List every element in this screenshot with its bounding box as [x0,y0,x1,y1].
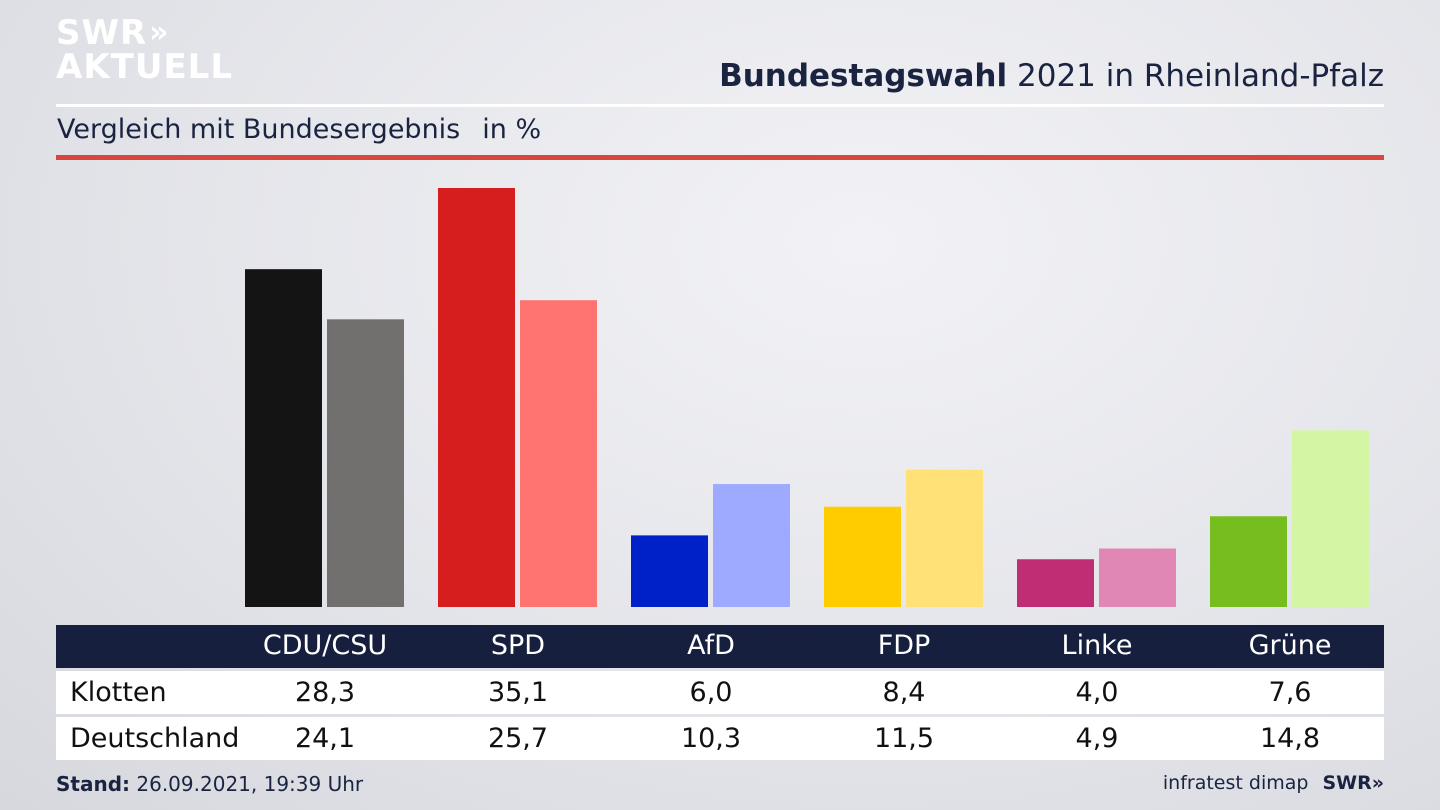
value-cdu-csu-deutschland: 24,1 [294,723,356,754]
timestamp-label: Stand: [56,772,131,796]
logo-swr-text: SWR [56,13,148,53]
bar-cdu-csu-klotten [245,269,322,607]
bar-linke-deutschland [1099,548,1176,607]
bar-afd-deutschland [713,484,790,607]
timestamp-value: 26.09.2021, 19:39 Uhr [136,772,364,796]
title-rest: 2021 in Rheinland-Pfalz [1017,58,1384,94]
value-gr-ne-klotten: 7,6 [1268,677,1312,708]
chart-subtitle: Vergleich mit Bundesergebnis in % [57,114,541,145]
table-row: Deutschland 24,1 25,7 10,3 11,5 4,9 14,8 [56,717,1384,760]
page-title: Bundestagswahl 2021 in Rheinland-Pfalz [719,58,1384,94]
value-cdu-csu-klotten: 28,3 [294,677,356,708]
title-bold: Bundestagswahl [719,58,1008,94]
table-header: CDU/CSU SPD AfD FDP Linke Grüne [56,625,1384,668]
column-header-linke: Linke [1061,630,1133,661]
subtitle-text: Vergleich mit Bundesergebnis [57,114,461,145]
value-spd-deutschland: 25,7 [487,723,549,754]
bar-fdp-klotten [824,506,901,607]
value-linke-deutschland: 4,9 [1075,723,1119,754]
column-header-fdp: FDP [877,630,931,661]
bar-fdp-deutschland [906,469,983,607]
source-credit: infratest dimap SWR» [1163,772,1384,794]
value-afd-klotten: 6,0 [689,677,733,708]
table-row: Klotten 28,3 35,1 6,0 8,4 4,0 7,6 [56,671,1384,714]
column-header-afd: AfD [687,630,735,661]
bar-gr-ne-deutschland [1292,430,1369,607]
footer-logo-text: SWR [1322,772,1372,794]
footer-swr-logo: SWR» [1322,772,1384,794]
row-label-deutschland: Deutschland [70,723,240,754]
bar-spd-klotten [438,188,515,607]
logo-aktuell-text: AKTUELL [56,47,234,87]
timestamp: Stand: 26.09.2021, 19:39 Uhr [56,772,363,796]
footer-chevrons-icon: » [1371,772,1384,794]
source-text: infratest dimap [1162,772,1309,794]
value-linke-klotten: 4,0 [1075,677,1119,708]
value-fdp-deutschland: 11,5 [873,723,935,754]
row-label-klotten: Klotten [70,677,167,708]
bar-linke-klotten [1017,559,1094,607]
bar-spd-deutschland [520,300,597,607]
results-table: CDU/CSU SPD AfD FDP Linke Grüne Klotten 28,3 3… [56,625,1384,760]
subtitle-divider [56,155,1384,160]
column-header-gr-ne: Grüne [1248,630,1332,661]
value-fdp-klotten: 8,4 [882,677,926,708]
value-gr-ne-deutschland: 14,8 [1259,723,1321,754]
unit-label: in % [482,114,542,145]
bar-cdu-csu-deutschland [327,319,404,607]
value-spd-klotten: 35,1 [487,677,549,708]
swr-aktuell-logo: SWR» AKTUELL [56,13,234,87]
header-divider [56,104,1384,107]
bar-gr-ne-klotten [1210,516,1287,607]
column-header-spd: SPD [490,630,546,661]
bar-afd-klotten [631,535,708,607]
column-header-cdu-csu: CDU/CSU [262,630,388,661]
value-afd-deutschland: 10,3 [680,723,742,754]
